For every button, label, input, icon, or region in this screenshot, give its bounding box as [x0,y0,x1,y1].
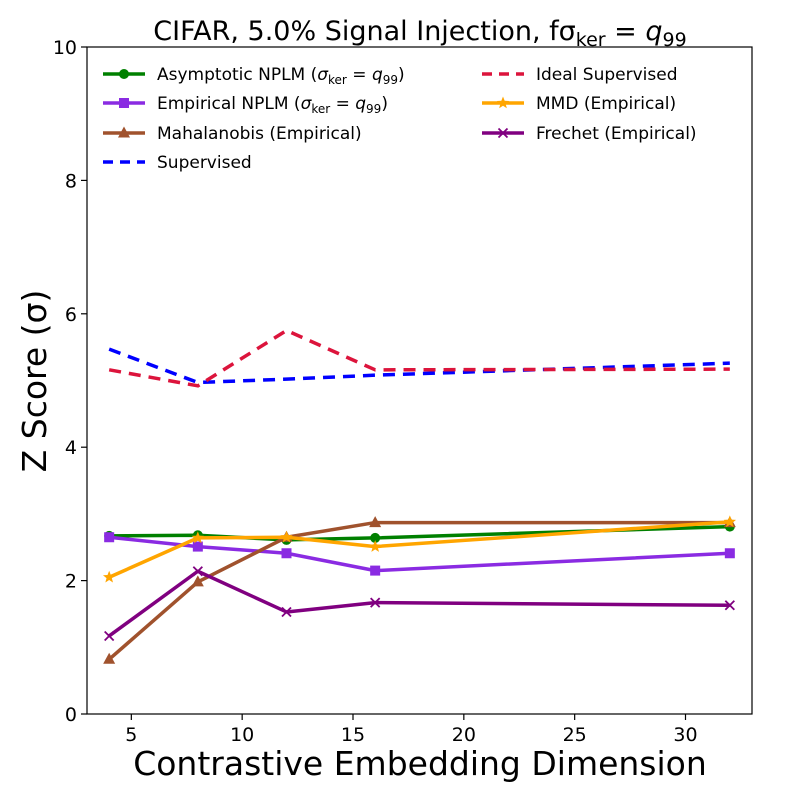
y-tick-label: 2 [65,571,77,593]
y-axis-label: Z Score (σ) [15,290,54,473]
data-point-mmd-empirical [102,570,116,583]
legend-item-mmd-empirical: MMD (Empirical) [482,94,676,114]
chart-title: CIFAR, 5.0% Signal Injection, fσker = q9… [153,16,686,51]
data-point-empirical-nplm-ker-q99 [370,565,381,576]
series-mmd-empirical [102,515,737,583]
legend-item-empirical-nplm-ker-q99: Empirical NPLM (σker = q99) [103,94,388,116]
series-supervised [108,347,730,385]
data-point-mahalanobis-empirical [369,516,382,528]
data-point-empirical-nplm-ker-q99 [281,548,292,559]
data-point-empirical-nplm-ker-q99 [724,548,735,559]
series-empirical-nplm-ker-q99 [104,532,735,576]
y-tick-label: 6 [65,304,77,326]
legend-label: Mahalanobis (Empirical) [157,124,362,144]
y-tick-label: 10 [53,37,77,59]
legend-item-mahalanobis-empirical: Mahalanobis (Empirical) [103,124,362,144]
y-tick-label: 4 [65,437,77,459]
y-tick-label: 0 [65,704,77,726]
legend-label: Frechet (Empirical) [536,124,697,144]
series-ideal-supervised [108,328,730,388]
x-tick-label: 15 [341,724,365,746]
legend-label: Asymptotic NPLM (σker = q99) [157,65,405,87]
data-point-mahalanobis-empirical [103,652,116,664]
series-frechet-empirical [104,566,735,642]
data-point-mmd-empirical [191,531,205,544]
x-tick-label: 20 [452,724,476,746]
data-point-mmd-empirical [368,540,382,552]
legend-marker [118,126,130,138]
series-layer [102,328,737,664]
x-axis-ticks: 5 10 15 20 25 30 [125,714,698,746]
x-tick-label: 5 [125,724,137,746]
data-point-empirical-nplm-ker-q99 [104,532,115,543]
x-tick-label: 10 [230,724,254,746]
x-tick-label: 30 [673,724,697,746]
legend-label: Supervised [157,153,252,173]
legend-item-frechet-empirical: Frechet (Empirical) [482,124,697,144]
legend-marker [497,127,509,139]
legend-item-ideal-supervised: Ideal Supervised [482,65,678,85]
data-point-frechet-empirical [104,630,115,642]
legend-marker [119,98,129,108]
data-point-mmd-empirical [280,530,293,543]
data-point-mmd-empirical [723,515,737,528]
data-point-frechet-empirical [281,606,292,618]
series-line-ideal-supervised [108,328,730,388]
legend-marker [119,69,129,79]
legend-label: Ideal Supervised [536,65,678,85]
plot-area-frame [86,46,753,715]
data-point-mahalanobis-empirical [191,575,204,587]
legend-label: MMD (Empirical) [536,94,676,114]
legend-item-asymptotic-nplm-ker-q99: Asymptotic NPLM (σker = q99) [103,65,405,87]
data-point-asymptotic-nplm-ker-q99 [370,532,381,543]
series-asymptotic-nplm-ker-q99 [104,521,735,545]
data-point-frechet-empirical [370,597,381,608]
data-point-frechet-empirical [192,566,203,577]
y-axis-ticks: 0 2 4 6 8 10 [53,37,87,726]
y-tick-label: 8 [65,170,77,192]
data-point-frechet-empirical [724,600,735,611]
x-axis-label: Contrastive Embedding Dimension [133,744,707,783]
legend: Asymptotic NPLM (σker = q99) Empirical NP… [103,65,697,173]
x-tick-label: 25 [563,724,587,746]
legend-marker [496,96,510,109]
series-line-supervised [108,347,730,385]
data-point-empirical-nplm-ker-q99 [192,541,203,552]
legend-label: Empirical NPLM (σker = q99) [157,94,388,116]
legend-item-supervised: Supervised [103,153,252,173]
